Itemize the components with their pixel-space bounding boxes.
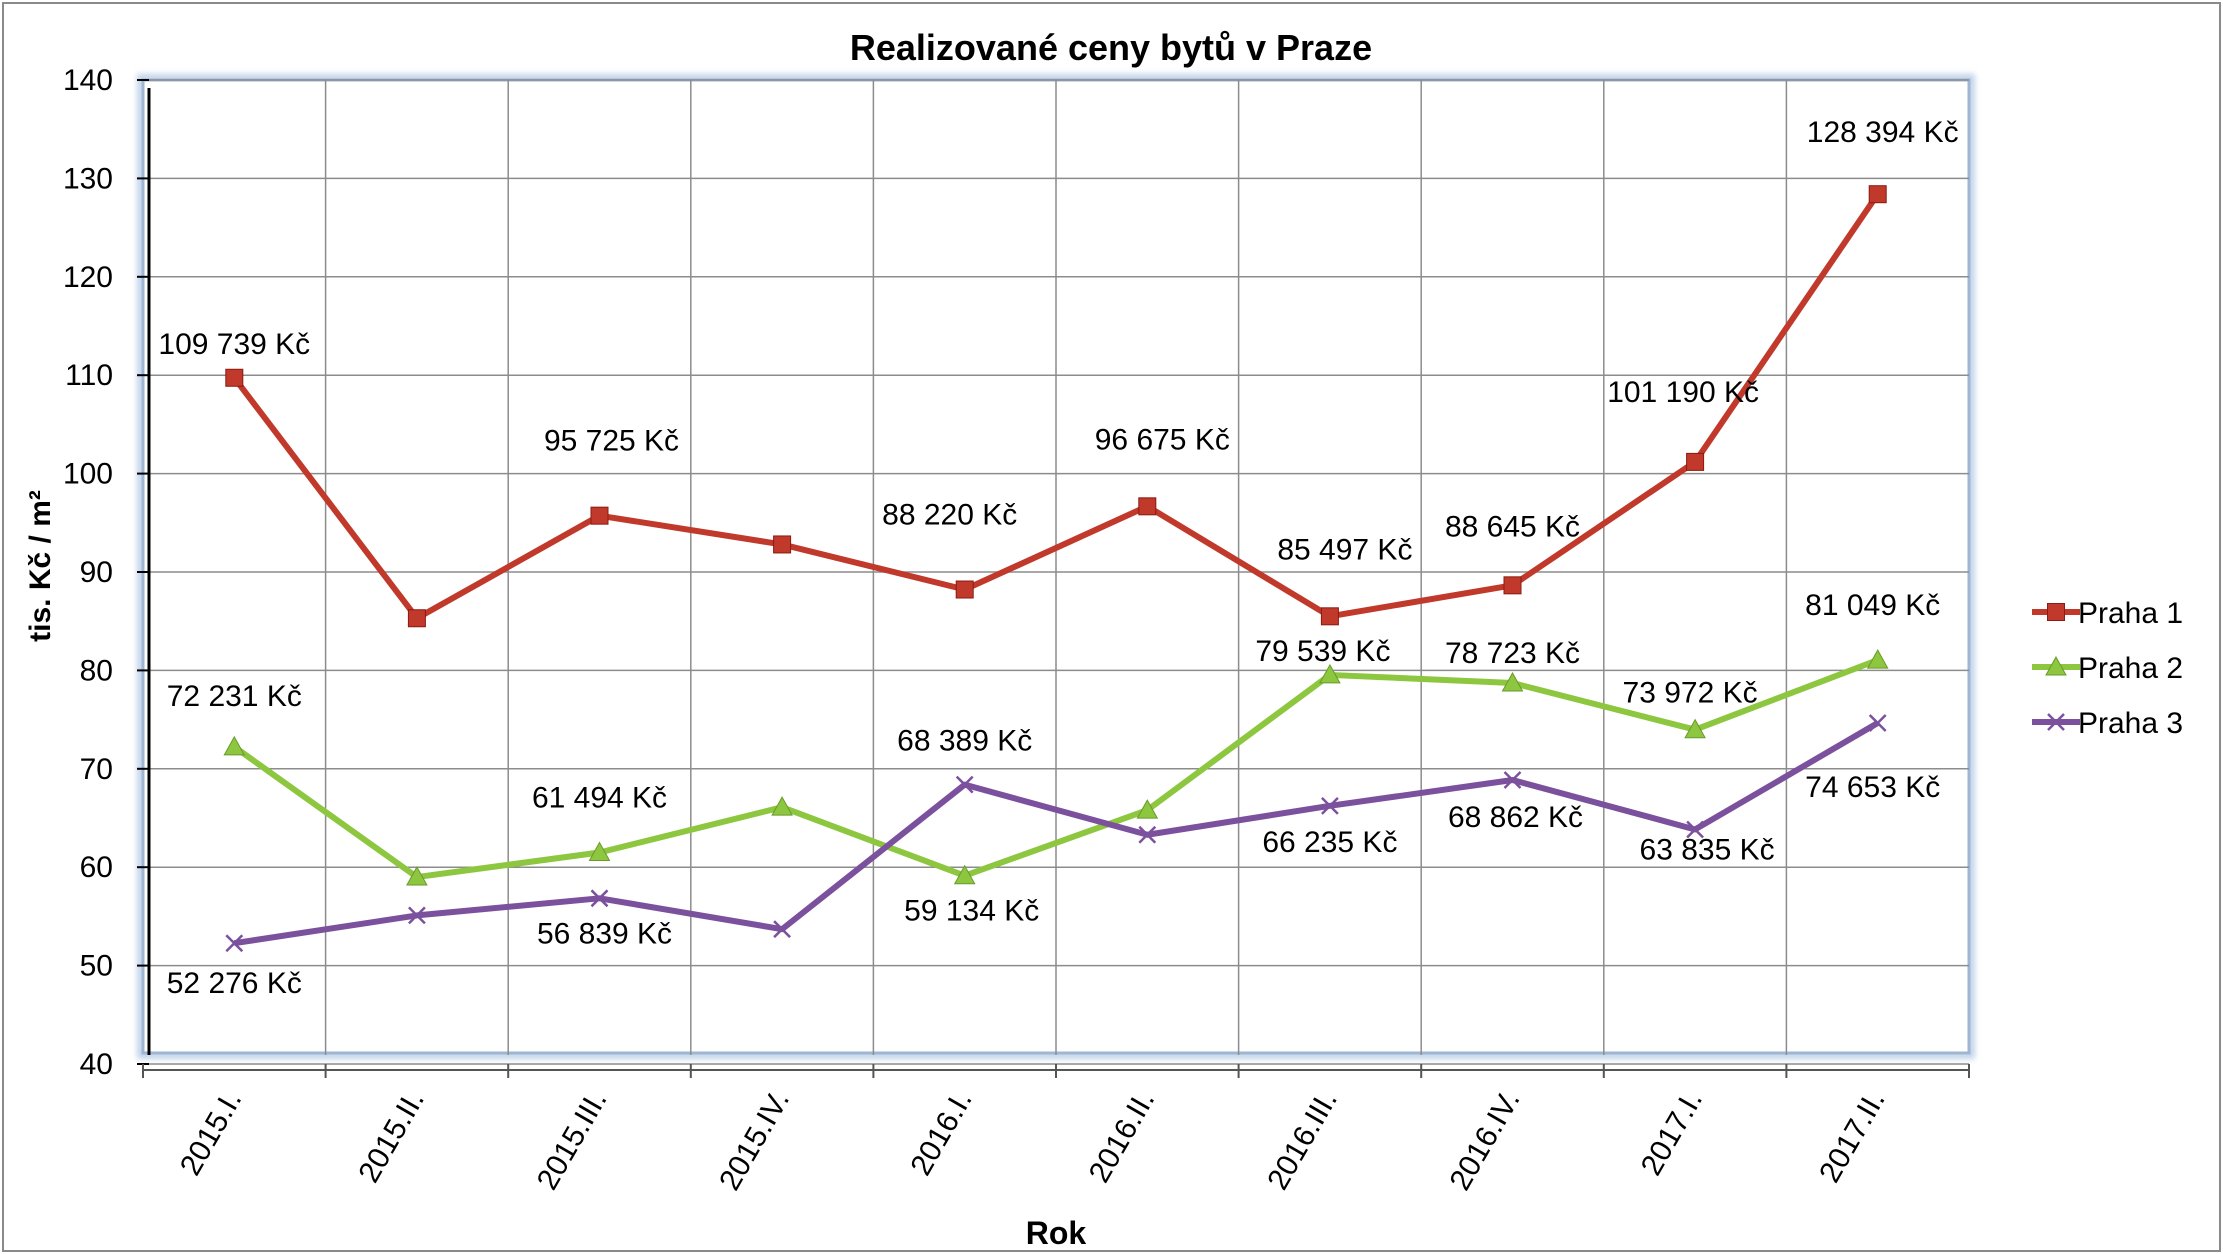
data-point <box>1138 497 1157 516</box>
data-labels: 109 739 Kč 95 725 Kč 88 220 Kč 96 675 Kč 85 … <box>158 116 1958 1000</box>
legend: Praha 1 Praha 2 Praha 3 <box>2032 597 2183 740</box>
data-point <box>1501 671 1524 692</box>
data-point-stroke-b <box>1321 796 1339 815</box>
legend-swatch-marker-stroke-b <box>2047 713 2065 731</box>
data-point-stroke-b <box>955 775 974 794</box>
data-label: 59 134 Kč <box>904 895 1039 928</box>
data-label: 109 739 Kč <box>158 328 310 361</box>
y-tick-label: 130 <box>63 162 113 195</box>
data-point <box>1319 663 1341 684</box>
data-point-stroke-b <box>225 934 244 953</box>
data-point <box>1866 649 1889 669</box>
data-point <box>1503 771 1522 789</box>
data-point <box>1686 820 1704 839</box>
data-label: 68 389 Kč <box>897 725 1032 758</box>
data-point <box>1686 452 1705 471</box>
data-label: 72 231 Kč <box>167 680 302 713</box>
data-label: 56 839 Kč <box>537 917 672 950</box>
data-point-stroke-b <box>1503 771 1522 789</box>
y-tick-label: 60 <box>80 851 113 884</box>
data-label: 74 653 Kč <box>1805 771 1940 804</box>
data-label: 95 725 Kč <box>544 425 679 458</box>
data-point <box>773 920 791 939</box>
data-label: 101 190 Kč <box>1607 376 1759 409</box>
data-label: 78 723 Kč <box>1445 637 1580 670</box>
y-tick-label: 110 <box>65 359 113 392</box>
data-point <box>223 735 246 756</box>
y-tick-label: 70 <box>80 753 113 786</box>
data-label: 68 862 Kč <box>1448 801 1583 834</box>
data-label: 52 276 Kč <box>167 967 302 1000</box>
y-tick-label: 80 <box>80 654 113 687</box>
data-point <box>406 866 428 886</box>
chart-title: Realizované ceny bytů v Praze <box>850 27 1372 68</box>
legend-item: Praha 2 <box>2032 652 2183 685</box>
data-point <box>590 506 609 525</box>
y-tick-label: 40 <box>80 1048 113 1081</box>
series-line-1 <box>231 192 1881 622</box>
data-point <box>955 775 974 794</box>
x-axis-label: Rok <box>1026 1215 1087 1251</box>
data-point <box>225 934 244 953</box>
data-point <box>407 609 426 628</box>
legend-label: Praha 3 <box>2078 707 2183 740</box>
data-label: 128 394 Kč <box>1807 116 1959 149</box>
data-label: 88 220 Kč <box>882 499 1017 532</box>
data-label: 96 675 Kč <box>1095 423 1230 456</box>
data-point <box>1503 576 1522 595</box>
legend-label: Praha 2 <box>2078 652 2183 685</box>
data-point <box>588 841 611 861</box>
data-point <box>225 368 244 387</box>
data-label: 61 494 Kč <box>532 781 667 814</box>
data-point <box>1868 185 1887 204</box>
data-point-stroke-b <box>773 920 791 939</box>
data-point <box>590 889 609 908</box>
data-label: 63 835 Kč <box>1640 833 1775 866</box>
data-point <box>1868 714 1887 732</box>
data-label: 73 972 Kč <box>1623 677 1758 710</box>
series-line-3 <box>233 720 1880 947</box>
data-label: 88 645 Kč <box>1445 510 1580 543</box>
y-tick-label: 100 <box>63 458 113 491</box>
series-line-2 <box>232 657 1879 881</box>
data-point <box>1136 799 1159 819</box>
y-tick-label: 90 <box>80 556 113 589</box>
data-point-stroke-b <box>408 906 426 925</box>
y-axis-ticks: 40 50 60 70 80 90 100 110 120 130 140 <box>63 64 149 1081</box>
legend-item: Praha 1 <box>2032 597 2183 630</box>
data-point <box>1320 607 1339 626</box>
legend-swatch-marker <box>2047 603 2065 621</box>
data-point <box>1138 825 1157 844</box>
y-axis-label: tis. Kč / m² <box>24 490 57 642</box>
data-label: 81 049 Kč <box>1805 589 1940 622</box>
series-layer <box>223 185 1889 953</box>
legend-swatch-marker <box>2045 655 2067 676</box>
data-point-stroke-b <box>1868 714 1887 732</box>
data-point <box>408 906 426 925</box>
data-point <box>773 535 792 554</box>
data-point-stroke-b <box>1686 820 1704 839</box>
legend-label: Praha 1 <box>2078 597 2183 630</box>
y-tick-label: 140 <box>63 64 113 97</box>
legend-item: Praha 3 <box>2032 707 2183 740</box>
data-point <box>771 796 793 816</box>
data-point <box>1321 796 1339 815</box>
data-label: 85 497 Kč <box>1277 533 1412 566</box>
data-point-stroke-b <box>1138 825 1157 844</box>
y-tick-label: 120 <box>63 261 113 294</box>
data-label: 79 539 Kč <box>1255 635 1390 668</box>
data-point <box>953 864 976 885</box>
legend-swatch-marker <box>2047 713 2065 731</box>
data-point <box>955 580 974 599</box>
data-point <box>1684 718 1706 739</box>
data-label: 66 235 Kč <box>1262 826 1397 859</box>
y-tick-label: 50 <box>80 950 113 983</box>
data-point-stroke-b <box>590 889 609 908</box>
